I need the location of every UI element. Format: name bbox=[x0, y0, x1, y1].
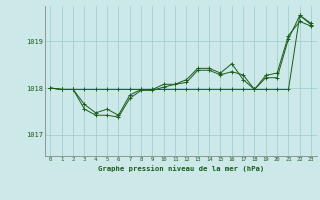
X-axis label: Graphe pression niveau de la mer (hPa): Graphe pression niveau de la mer (hPa) bbox=[98, 165, 264, 172]
